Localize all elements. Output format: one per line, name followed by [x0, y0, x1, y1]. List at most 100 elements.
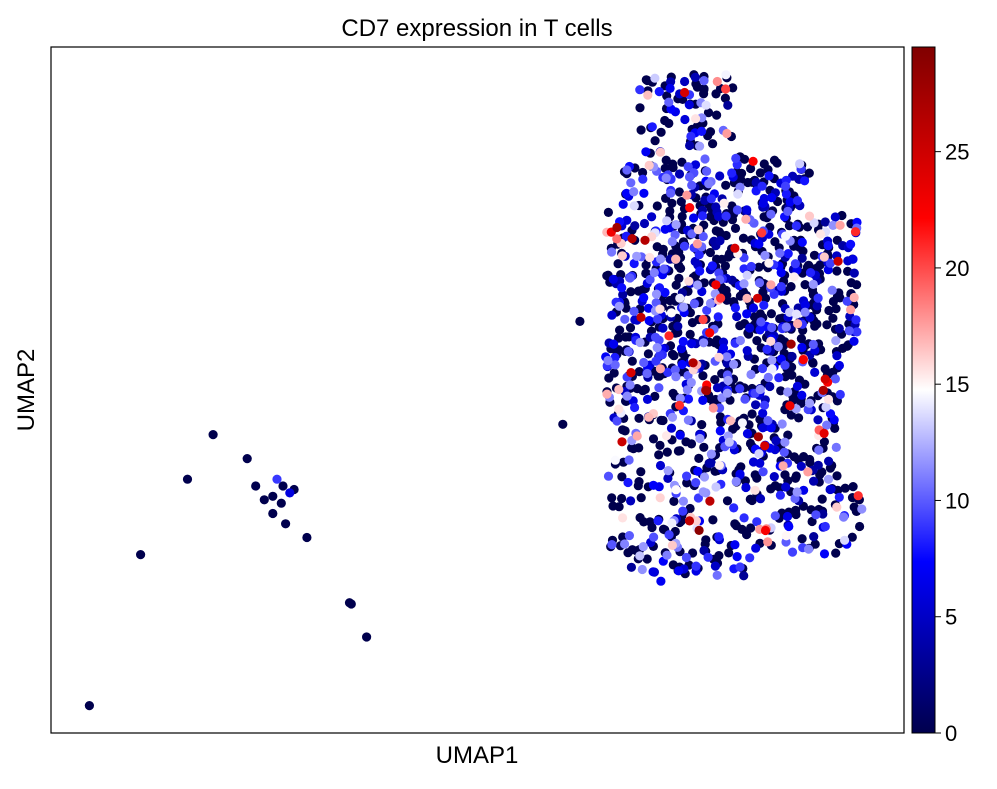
data-point — [711, 280, 721, 290]
data-point — [800, 280, 810, 290]
data-point — [691, 114, 701, 124]
data-point — [698, 487, 708, 497]
data-point — [791, 509, 801, 520]
data-point — [688, 358, 698, 368]
data-point — [691, 561, 701, 571]
data-point — [671, 372, 681, 382]
data-point — [642, 554, 652, 564]
data-point — [755, 458, 765, 468]
data-point — [729, 503, 739, 513]
data-point — [705, 212, 716, 222]
data-point — [676, 344, 687, 354]
data-point — [804, 168, 814, 178]
data-point — [612, 234, 622, 244]
data-point — [671, 485, 681, 495]
data-point — [809, 218, 819, 228]
data-point — [766, 280, 776, 290]
data-point — [774, 373, 784, 383]
data-point — [682, 471, 692, 481]
data-point — [614, 404, 624, 414]
data-point — [655, 147, 666, 157]
data-point — [706, 449, 717, 459]
data-point — [857, 504, 867, 514]
data-point — [662, 216, 672, 226]
data-point — [779, 447, 789, 457]
data-point — [713, 312, 723, 322]
data-point — [604, 373, 614, 383]
data-point — [666, 308, 677, 318]
data-point — [852, 280, 862, 290]
data-point — [786, 339, 796, 349]
data-point — [819, 428, 829, 438]
data-point — [675, 430, 685, 440]
data-point — [752, 517, 762, 527]
data-point — [617, 493, 627, 504]
colorbar-tick-label: 0 — [945, 721, 957, 746]
data-point — [346, 599, 356, 609]
data-point — [739, 571, 749, 581]
data-point — [637, 285, 647, 295]
data-point — [723, 375, 733, 386]
data-point — [693, 225, 704, 235]
data-point — [775, 490, 786, 500]
data-point — [745, 553, 755, 563]
data-point — [757, 181, 767, 191]
data-point — [694, 250, 704, 260]
data-point — [622, 391, 632, 401]
data-point — [840, 483, 850, 493]
data-point — [820, 521, 830, 532]
data-point — [765, 381, 775, 392]
data-point — [707, 261, 718, 271]
points-layer — [84, 70, 867, 711]
data-point — [610, 352, 620, 363]
data-point — [710, 561, 721, 571]
data-point — [627, 356, 637, 366]
data-point — [804, 211, 815, 221]
data-point — [649, 532, 659, 542]
data-point — [790, 473, 801, 483]
data-point — [638, 167, 648, 178]
data-point — [708, 139, 718, 149]
colorbar-tick-label: 10 — [945, 488, 969, 513]
data-point — [730, 243, 740, 253]
data-point — [746, 163, 756, 174]
data-point — [268, 508, 278, 519]
data-point — [683, 162, 693, 172]
data-point — [654, 383, 664, 393]
data-point — [742, 429, 753, 439]
data-point — [685, 329, 695, 339]
data-point — [687, 318, 698, 328]
data-point — [767, 193, 777, 203]
data-point — [667, 540, 678, 551]
data-point — [738, 233, 749, 243]
data-point — [614, 384, 624, 395]
data-point — [730, 303, 741, 313]
data-point — [629, 201, 639, 211]
data-point — [714, 227, 724, 237]
data-point — [674, 169, 685, 179]
data-point — [652, 201, 662, 211]
data-point — [831, 548, 841, 558]
data-point — [742, 309, 752, 319]
data-point — [805, 398, 815, 408]
data-point — [714, 268, 724, 278]
data-point — [728, 83, 738, 93]
data-point — [725, 395, 735, 405]
data-point — [663, 466, 673, 476]
data-point — [684, 100, 694, 110]
data-point — [825, 258, 835, 268]
data-point — [687, 229, 697, 239]
data-point — [674, 566, 684, 576]
data-point — [669, 496, 679, 506]
data-point — [751, 400, 761, 410]
data-point — [677, 359, 687, 370]
data-point — [742, 205, 752, 215]
data-point — [278, 481, 288, 491]
data-point — [712, 110, 722, 120]
data-point — [732, 311, 742, 322]
data-point — [634, 367, 644, 377]
data-point — [725, 416, 736, 426]
data-point — [757, 363, 768, 374]
data-point — [607, 540, 617, 550]
data-point — [623, 477, 633, 488]
